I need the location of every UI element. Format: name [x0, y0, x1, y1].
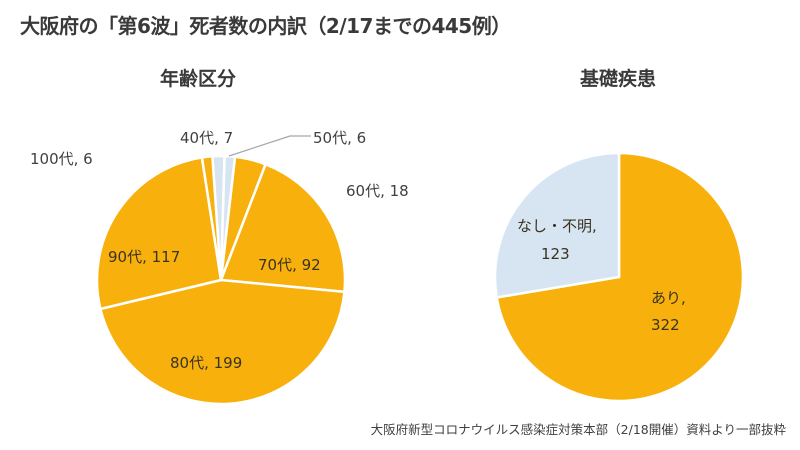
pie-slice-なし・不明: [493, 151, 621, 299]
label-60s: 60代, 18: [346, 182, 409, 200]
pie-slice-90代: [95, 156, 223, 311]
pie-slice-70代: [219, 162, 347, 294]
label-70s: 70代, 92: [258, 256, 321, 274]
age-pie: [95, 154, 347, 406]
pie-slice-80代: [98, 278, 346, 406]
age-chart-title: 年齢区分: [160, 68, 237, 90]
label-none-unknown-value: 123: [541, 245, 570, 263]
label-50s: 50代, 6: [313, 129, 367, 147]
label-100s: 100代, 6: [30, 150, 93, 168]
label-none-unknown: なし・不明,: [517, 217, 597, 235]
label-90s: 90代, 117: [108, 248, 181, 266]
pie-slice-100代: [200, 154, 223, 281]
condition-chart-title: 基礎疾患: [580, 68, 657, 90]
page-title: 大阪府の「第6波」死者数の内訳（2/17までの445例）: [20, 14, 511, 38]
label-yes-value: 322: [651, 316, 680, 334]
source-footnote: 大阪府新型コロナウイルス感染症対策本部（2/18開催）資料より一部抜粋: [370, 422, 786, 437]
condition-pie: [493, 151, 745, 403]
label-40s: 40代, 7: [180, 129, 234, 147]
label-80s: 80代, 199: [170, 354, 243, 372]
leader-line-50s: [228, 135, 311, 157]
label-yes: あり,: [651, 289, 686, 307]
